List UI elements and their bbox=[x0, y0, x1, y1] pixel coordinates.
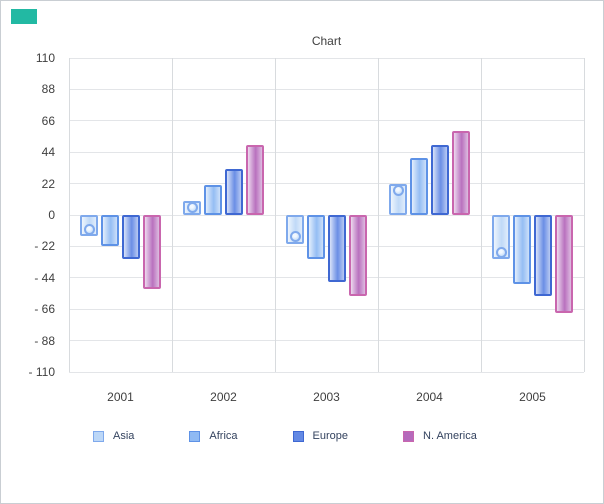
legend-item-africa[interactable]: Africa bbox=[189, 430, 238, 442]
marker-asia-2001 bbox=[83, 223, 95, 235]
h-gridline bbox=[69, 57, 584, 59]
bar-africa-2002[interactable] bbox=[204, 185, 222, 215]
legend-swatch-asia bbox=[93, 430, 104, 442]
x-tick-label-2005: 2005 bbox=[519, 390, 546, 404]
y-tick-label: 110 bbox=[35, 51, 55, 65]
y-tick-label: - 110 bbox=[28, 365, 55, 379]
bar-africa-2003[interactable] bbox=[307, 215, 325, 260]
bar-europe-2005[interactable] bbox=[534, 215, 552, 297]
bar-africa-2004[interactable] bbox=[410, 157, 428, 215]
plot-area bbox=[68, 57, 585, 373]
legend-swatch-n-america bbox=[403, 430, 415, 442]
y-tick-label: 44 bbox=[41, 145, 55, 160]
legend-label-europe: Europe bbox=[312, 430, 349, 442]
h-gridline bbox=[69, 308, 584, 310]
v-gridline bbox=[274, 58, 276, 372]
h-gridline bbox=[69, 151, 584, 153]
x-tick-label-2002: 2002 bbox=[210, 390, 237, 404]
bar-europe-2003[interactable] bbox=[328, 215, 346, 283]
y-tick-label: 22 bbox=[41, 176, 55, 191]
x-tick-label-2004: 2004 bbox=[416, 390, 443, 404]
v-gridline bbox=[480, 58, 482, 372]
h-gridline bbox=[69, 245, 584, 247]
y-tick-label: 66 bbox=[41, 113, 55, 128]
bar-europe-2002[interactable] bbox=[225, 169, 243, 215]
chart-title: Chart bbox=[311, 34, 342, 48]
y-tick-label: - 44 bbox=[34, 270, 55, 285]
v-gridline bbox=[68, 58, 70, 372]
y-tick-label: 0 bbox=[48, 208, 55, 222]
h-gridline bbox=[69, 88, 584, 90]
marker-asia-2005 bbox=[495, 246, 507, 258]
marker-asia-2002 bbox=[186, 202, 198, 214]
h-gridline bbox=[69, 277, 584, 279]
bar-europe-2001[interactable] bbox=[122, 215, 140, 260]
y-tick-label: - 22 bbox=[34, 239, 55, 254]
legend-item-asia[interactable]: Asia bbox=[93, 430, 134, 442]
marker-asia-2004 bbox=[392, 185, 404, 197]
x-tick-label-2001: 2001 bbox=[107, 390, 134, 404]
y-tick-label: - 88 bbox=[34, 333, 55, 348]
legend-label-n-america: N. America bbox=[423, 430, 477, 442]
bar-n-america-2005[interactable] bbox=[555, 215, 573, 314]
legend-label-asia: Asia bbox=[113, 430, 135, 442]
bar-n-america-2002[interactable] bbox=[246, 145, 264, 215]
v-gridline bbox=[583, 58, 585, 372]
bar-n-america-2001[interactable] bbox=[143, 215, 161, 290]
bar-n-america-2003[interactable] bbox=[349, 215, 367, 297]
h-gridline bbox=[69, 340, 584, 342]
bar-n-america-2004[interactable] bbox=[452, 130, 470, 215]
legend-swatch-europe bbox=[292, 430, 304, 442]
legend-label-africa: Africa bbox=[209, 430, 238, 442]
y-tick-label: 88 bbox=[41, 82, 55, 97]
v-gridline bbox=[171, 58, 173, 372]
legend-item-europe[interactable]: Europe bbox=[292, 430, 349, 442]
h-gridline bbox=[69, 214, 584, 216]
bar-europe-2004[interactable] bbox=[431, 145, 449, 215]
x-tick-label-2003: 2003 bbox=[313, 390, 340, 404]
h-gridline bbox=[69, 120, 584, 122]
legend-swatch-africa bbox=[189, 430, 201, 442]
bar-africa-2005[interactable] bbox=[513, 215, 531, 284]
h-gridline bbox=[69, 183, 584, 185]
h-gridline bbox=[69, 371, 584, 373]
bar-africa-2001[interactable] bbox=[101, 215, 119, 247]
v-gridline bbox=[377, 58, 379, 372]
legend: Asia Africa Europe N. America bbox=[93, 430, 477, 442]
corner-accent bbox=[11, 9, 37, 24]
y-tick-label: - 66 bbox=[34, 302, 55, 317]
marker-asia-2003 bbox=[289, 231, 301, 243]
legend-item-n-america[interactable]: N. America bbox=[403, 430, 477, 442]
